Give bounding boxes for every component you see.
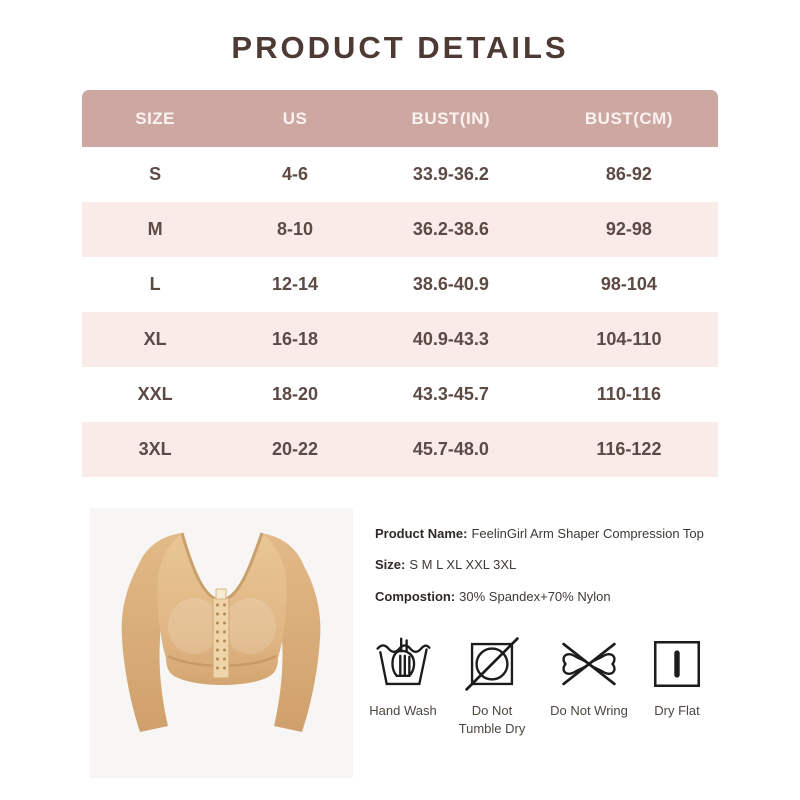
cell-bust-cm: 110-116	[596, 384, 661, 404]
info-value: FeelinGirl Arm Shaper Compression Top	[471, 526, 704, 541]
product-info: Product Name: FeelinGirl Arm Shaper Compr…	[375, 526, 775, 620]
care-label: Do Not Wring	[550, 703, 628, 718]
table-row-xl: XL 16-18 40.9-43.3 104-110	[82, 312, 718, 367]
cell-us: 20-22	[272, 439, 319, 459]
info-label: Compostion:	[375, 588, 456, 604]
cell-size: S	[149, 164, 162, 184]
cell-bust-in: 38.6-40.9	[412, 274, 489, 294]
column-header-size: SIZE	[135, 108, 176, 128]
care-item-hand-wash: Hand Wash	[362, 633, 444, 720]
cell-bust-in: 40.9-43.3	[412, 329, 489, 349]
cell-bust-in: 36.2-38.6	[412, 219, 489, 239]
table-row-xxl: XXL 18-20 43.3-45.7 110-116	[82, 367, 718, 422]
info-composition: Compostion: 30% Spandex+70% Nylon	[375, 589, 775, 605]
dry-flat-icon	[641, 633, 713, 693]
cell-bust-in: 43.3-45.7	[412, 384, 489, 404]
cell-size: 3XL	[138, 439, 172, 459]
cell-bust-in: 45.7-48.0	[412, 439, 489, 459]
care-item-do-not-tumble-dry: Do Not Tumble Dry	[444, 633, 540, 737]
cell-bust-cm: 98-104	[600, 274, 657, 294]
cell-size: L	[149, 274, 161, 294]
column-header-bust-in: BUST(IN)	[411, 108, 491, 128]
care-label: Hand Wash	[369, 703, 437, 718]
cell-bust-in: 33.9-36.2	[412, 164, 489, 184]
do-not-wring-icon	[536, 633, 642, 693]
size-chart-table: SIZE US BUST(IN) BUST(CM) S 4-6 33.9-36.…	[82, 90, 718, 477]
hand-wash-icon	[362, 633, 444, 693]
cell-size: XL	[143, 329, 167, 349]
cell-bust-cm: 104-110	[596, 329, 662, 349]
cell-bust-cm: 116-122	[596, 439, 662, 459]
product-photo	[90, 508, 353, 778]
column-header-bust-cm: BUST(CM)	[584, 108, 673, 128]
cell-us: 8-10	[277, 219, 314, 239]
cell-size: M	[147, 219, 163, 239]
care-item-dry-flat: Dry Flat	[641, 633, 713, 720]
care-label: Do Not Tumble Dry	[458, 703, 526, 736]
info-value: 30% Spandex+70% Nylon	[459, 588, 611, 604]
table-row-l: L 12-14 38.6-40.9 98-104	[82, 257, 718, 312]
info-product-name: Product Name: FeelinGirl Arm Shaper Compr…	[375, 526, 775, 542]
column-header-us: US	[282, 108, 308, 128]
cell-us: 16-18	[272, 329, 319, 349]
table-row-3xl: 3XL 20-22 45.7-48.0 116-122	[82, 422, 718, 477]
table-row-s: S 4-6 33.9-36.2 86-92	[82, 147, 718, 202]
cell-us: 4-6	[282, 164, 309, 184]
care-item-do-not-wring: Do Not Wring	[536, 633, 642, 720]
info-size: Size: S M L XL XXL 3XL	[375, 557, 775, 573]
do-not-tumble-dry-icon	[444, 633, 540, 693]
info-label: Size:	[375, 557, 406, 573]
cell-bust-cm: 92-98	[605, 219, 652, 239]
size-chart-header-row: SIZE US BUST(IN) BUST(CM)	[82, 90, 718, 147]
cell-us: 12-14	[272, 274, 319, 294]
info-value: S M L XL XXL 3XL	[409, 557, 517, 573]
table-row-m: M 8-10 36.2-38.6 92-98	[82, 202, 718, 257]
info-label: Product Name:	[375, 526, 468, 541]
cell-size: XXL	[137, 384, 173, 404]
page-title: PRODUCT DETAILS	[231, 30, 569, 65]
cell-us: 18-20	[272, 384, 319, 404]
care-label: Dry Flat	[654, 703, 700, 718]
arm-shaper-garment-image	[121, 532, 321, 732]
cell-bust-cm: 86-92	[605, 164, 652, 184]
